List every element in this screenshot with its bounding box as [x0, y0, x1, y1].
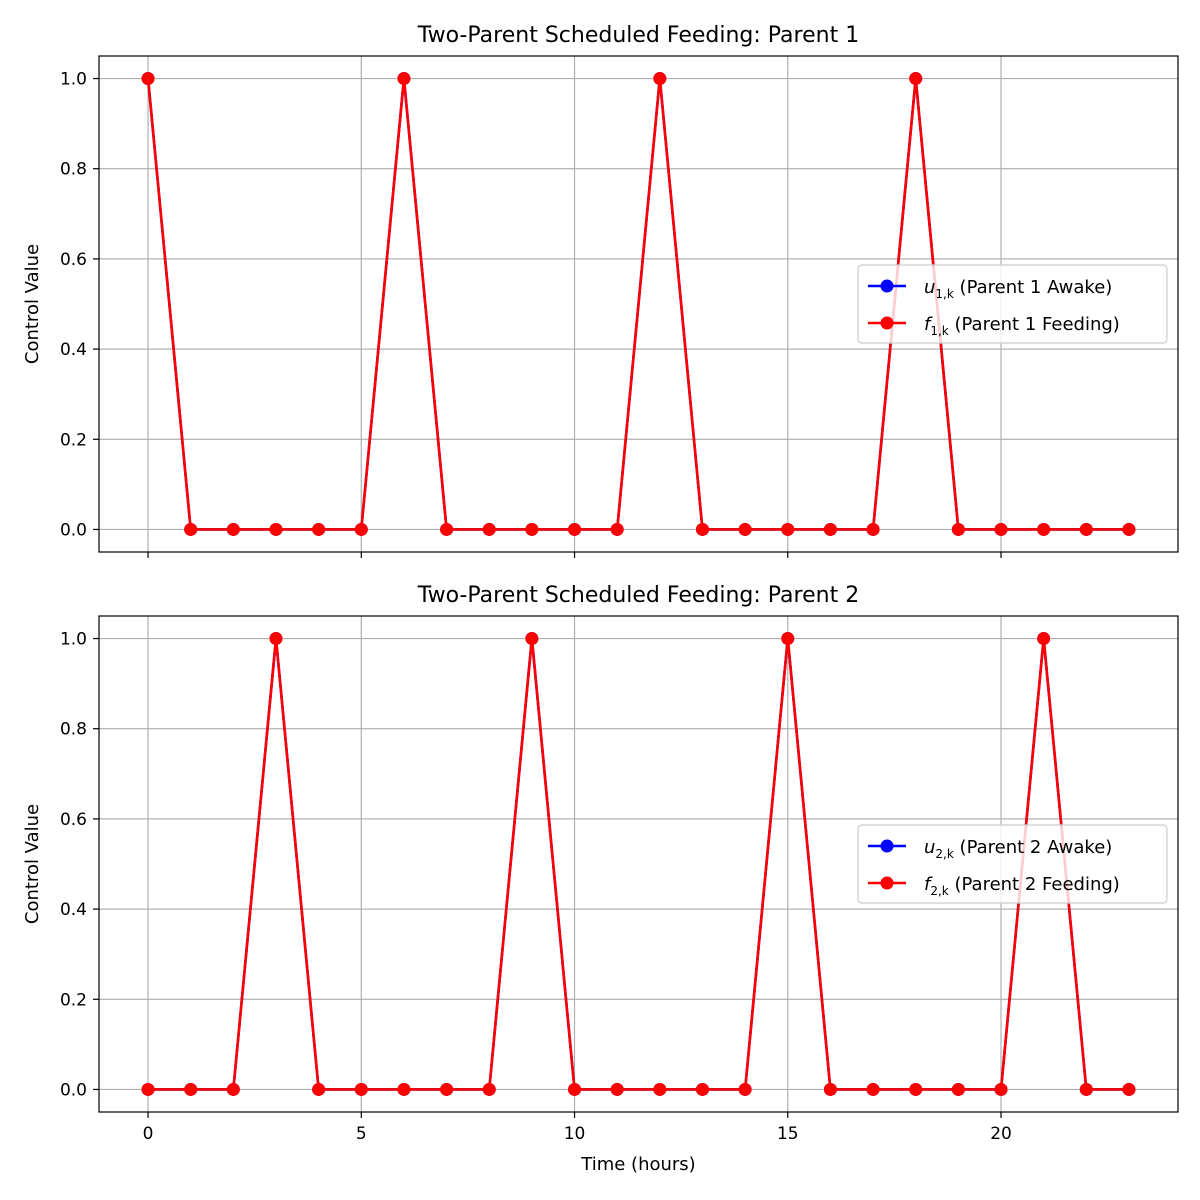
- data-point: [354, 522, 368, 536]
- data-point: [951, 522, 965, 536]
- legend: u2,k (Parent 2 Awake) f2,k (Parent 2 Feed…: [857, 824, 1168, 904]
- y-tick-label: 0.0: [60, 1080, 87, 1100]
- data-point: [568, 1082, 582, 1096]
- y-tick-label: 0.8: [60, 160, 87, 180]
- legend-marker: [880, 316, 894, 330]
- y-tick-label: 0.4: [60, 900, 87, 920]
- data-point: [823, 1082, 837, 1096]
- legend-entry: u1,k (Parent 1 Awake): [868, 277, 1112, 301]
- legend-entry: f2,k (Parent 2 Feeding): [868, 874, 1120, 898]
- legend-box: [857, 264, 1168, 344]
- series-line: [148, 637, 1129, 1091]
- data-point: [397, 72, 411, 86]
- data-point: [695, 1082, 709, 1096]
- y-tick-label: 0.8: [60, 720, 87, 740]
- legend: u1,k (Parent 1 Awake) f1,k (Parent 1 Feed…: [857, 264, 1168, 344]
- data-point: [695, 522, 709, 536]
- y-tick-label: 0.0: [60, 520, 87, 540]
- subplot-2: 0 5 10 15 20 0.0 0.2 0.4 0.6 0.8 1.0 Two-Parent Sch…: [22, 583, 1179, 1175]
- data-point: [226, 522, 240, 536]
- legend-label: u2,k (Parent 2 Awake): [924, 837, 1112, 861]
- data-point: [1079, 1082, 1093, 1096]
- y-tick-label: 0.4: [60, 340, 87, 360]
- data-point: [1079, 522, 1093, 536]
- data-point: [184, 1082, 198, 1096]
- y-tick-label: 0.6: [60, 250, 87, 270]
- y-axis-label: Control Value: [22, 244, 43, 364]
- data-point: [866, 522, 880, 536]
- data-point: [440, 522, 454, 536]
- data-point: [653, 1082, 667, 1096]
- legend-label: f2,k (Parent 2 Feeding): [924, 874, 1120, 898]
- data-point: [994, 1082, 1008, 1096]
- x-tick-label: 15: [777, 1124, 799, 1144]
- data-point: [269, 522, 283, 536]
- data-point: [482, 522, 496, 536]
- data-point: [440, 1082, 454, 1096]
- data-point: [482, 1082, 496, 1096]
- y-tick-label: 0.2: [60, 990, 87, 1010]
- data-point: [1037, 522, 1051, 536]
- data-point: [525, 522, 539, 536]
- axes-frame: [98, 615, 1179, 1113]
- data-point: [269, 632, 283, 646]
- data-point: [568, 522, 582, 536]
- data-point: [1122, 522, 1136, 536]
- data-point: [738, 522, 752, 536]
- data-point: [354, 1082, 368, 1096]
- legend-marker: [880, 839, 894, 853]
- x-tick-label: 10: [564, 1124, 586, 1144]
- data-point: [866, 1082, 880, 1096]
- data-point: [141, 72, 155, 86]
- data-point: [184, 522, 198, 536]
- data-point: [397, 1082, 411, 1096]
- legend-entry: u2,k (Parent 2 Awake): [868, 837, 1112, 861]
- data-point: [312, 1082, 326, 1096]
- data-point: [1037, 632, 1051, 646]
- data-point: [909, 1082, 923, 1096]
- x-tick-label: 20: [990, 1124, 1012, 1144]
- data-point: [610, 522, 624, 536]
- data-point: [312, 522, 326, 536]
- series-f-line: [141, 632, 1136, 1096]
- y-tick-label: 0.2: [60, 430, 87, 450]
- data-point: [141, 1082, 155, 1096]
- y-tick-label: 1.0: [60, 630, 87, 650]
- y-tick-label: 0.6: [60, 810, 87, 830]
- data-point: [653, 72, 667, 86]
- data-point: [951, 1082, 965, 1096]
- data-point: [738, 1082, 752, 1096]
- y-tick-label: 1.0: [60, 70, 87, 90]
- legend-marker: [880, 279, 894, 293]
- data-point: [1122, 1082, 1136, 1096]
- data-point: [226, 1082, 240, 1096]
- data-point: [909, 72, 923, 86]
- series-f-line: [141, 72, 1136, 536]
- legend-label: u1,k (Parent 1 Awake): [924, 277, 1112, 301]
- legend-label: f1,k (Parent 1 Feeding): [924, 314, 1120, 338]
- y-axis-label: Control Value: [22, 804, 43, 924]
- legend-marker: [880, 876, 894, 890]
- chart-title: Two-Parent Scheduled Feeding: Parent 2: [417, 583, 859, 608]
- data-point: [994, 522, 1008, 536]
- data-point: [525, 632, 539, 646]
- data-point: [823, 522, 837, 536]
- data-point: [781, 522, 795, 536]
- legend-box: [857, 824, 1168, 904]
- legend-entry: f1,k (Parent 1 Feeding): [868, 314, 1120, 338]
- series-line: [146, 77, 1129, 531]
- subplot-1: 0.0 0.2 0.4 0.6 0.8 1.0 Two-Parent Scheduled F…: [22, 23, 1179, 558]
- x-tick-label: 0: [143, 1124, 154, 1144]
- x-axis-label: Time (hours): [580, 1154, 695, 1175]
- data-point: [781, 632, 795, 646]
- x-tick-label: 5: [356, 1124, 367, 1144]
- axes-frame: [98, 55, 1179, 553]
- data-point: [610, 1082, 624, 1096]
- chart-title: Two-Parent Scheduled Feeding: Parent 1: [417, 23, 859, 48]
